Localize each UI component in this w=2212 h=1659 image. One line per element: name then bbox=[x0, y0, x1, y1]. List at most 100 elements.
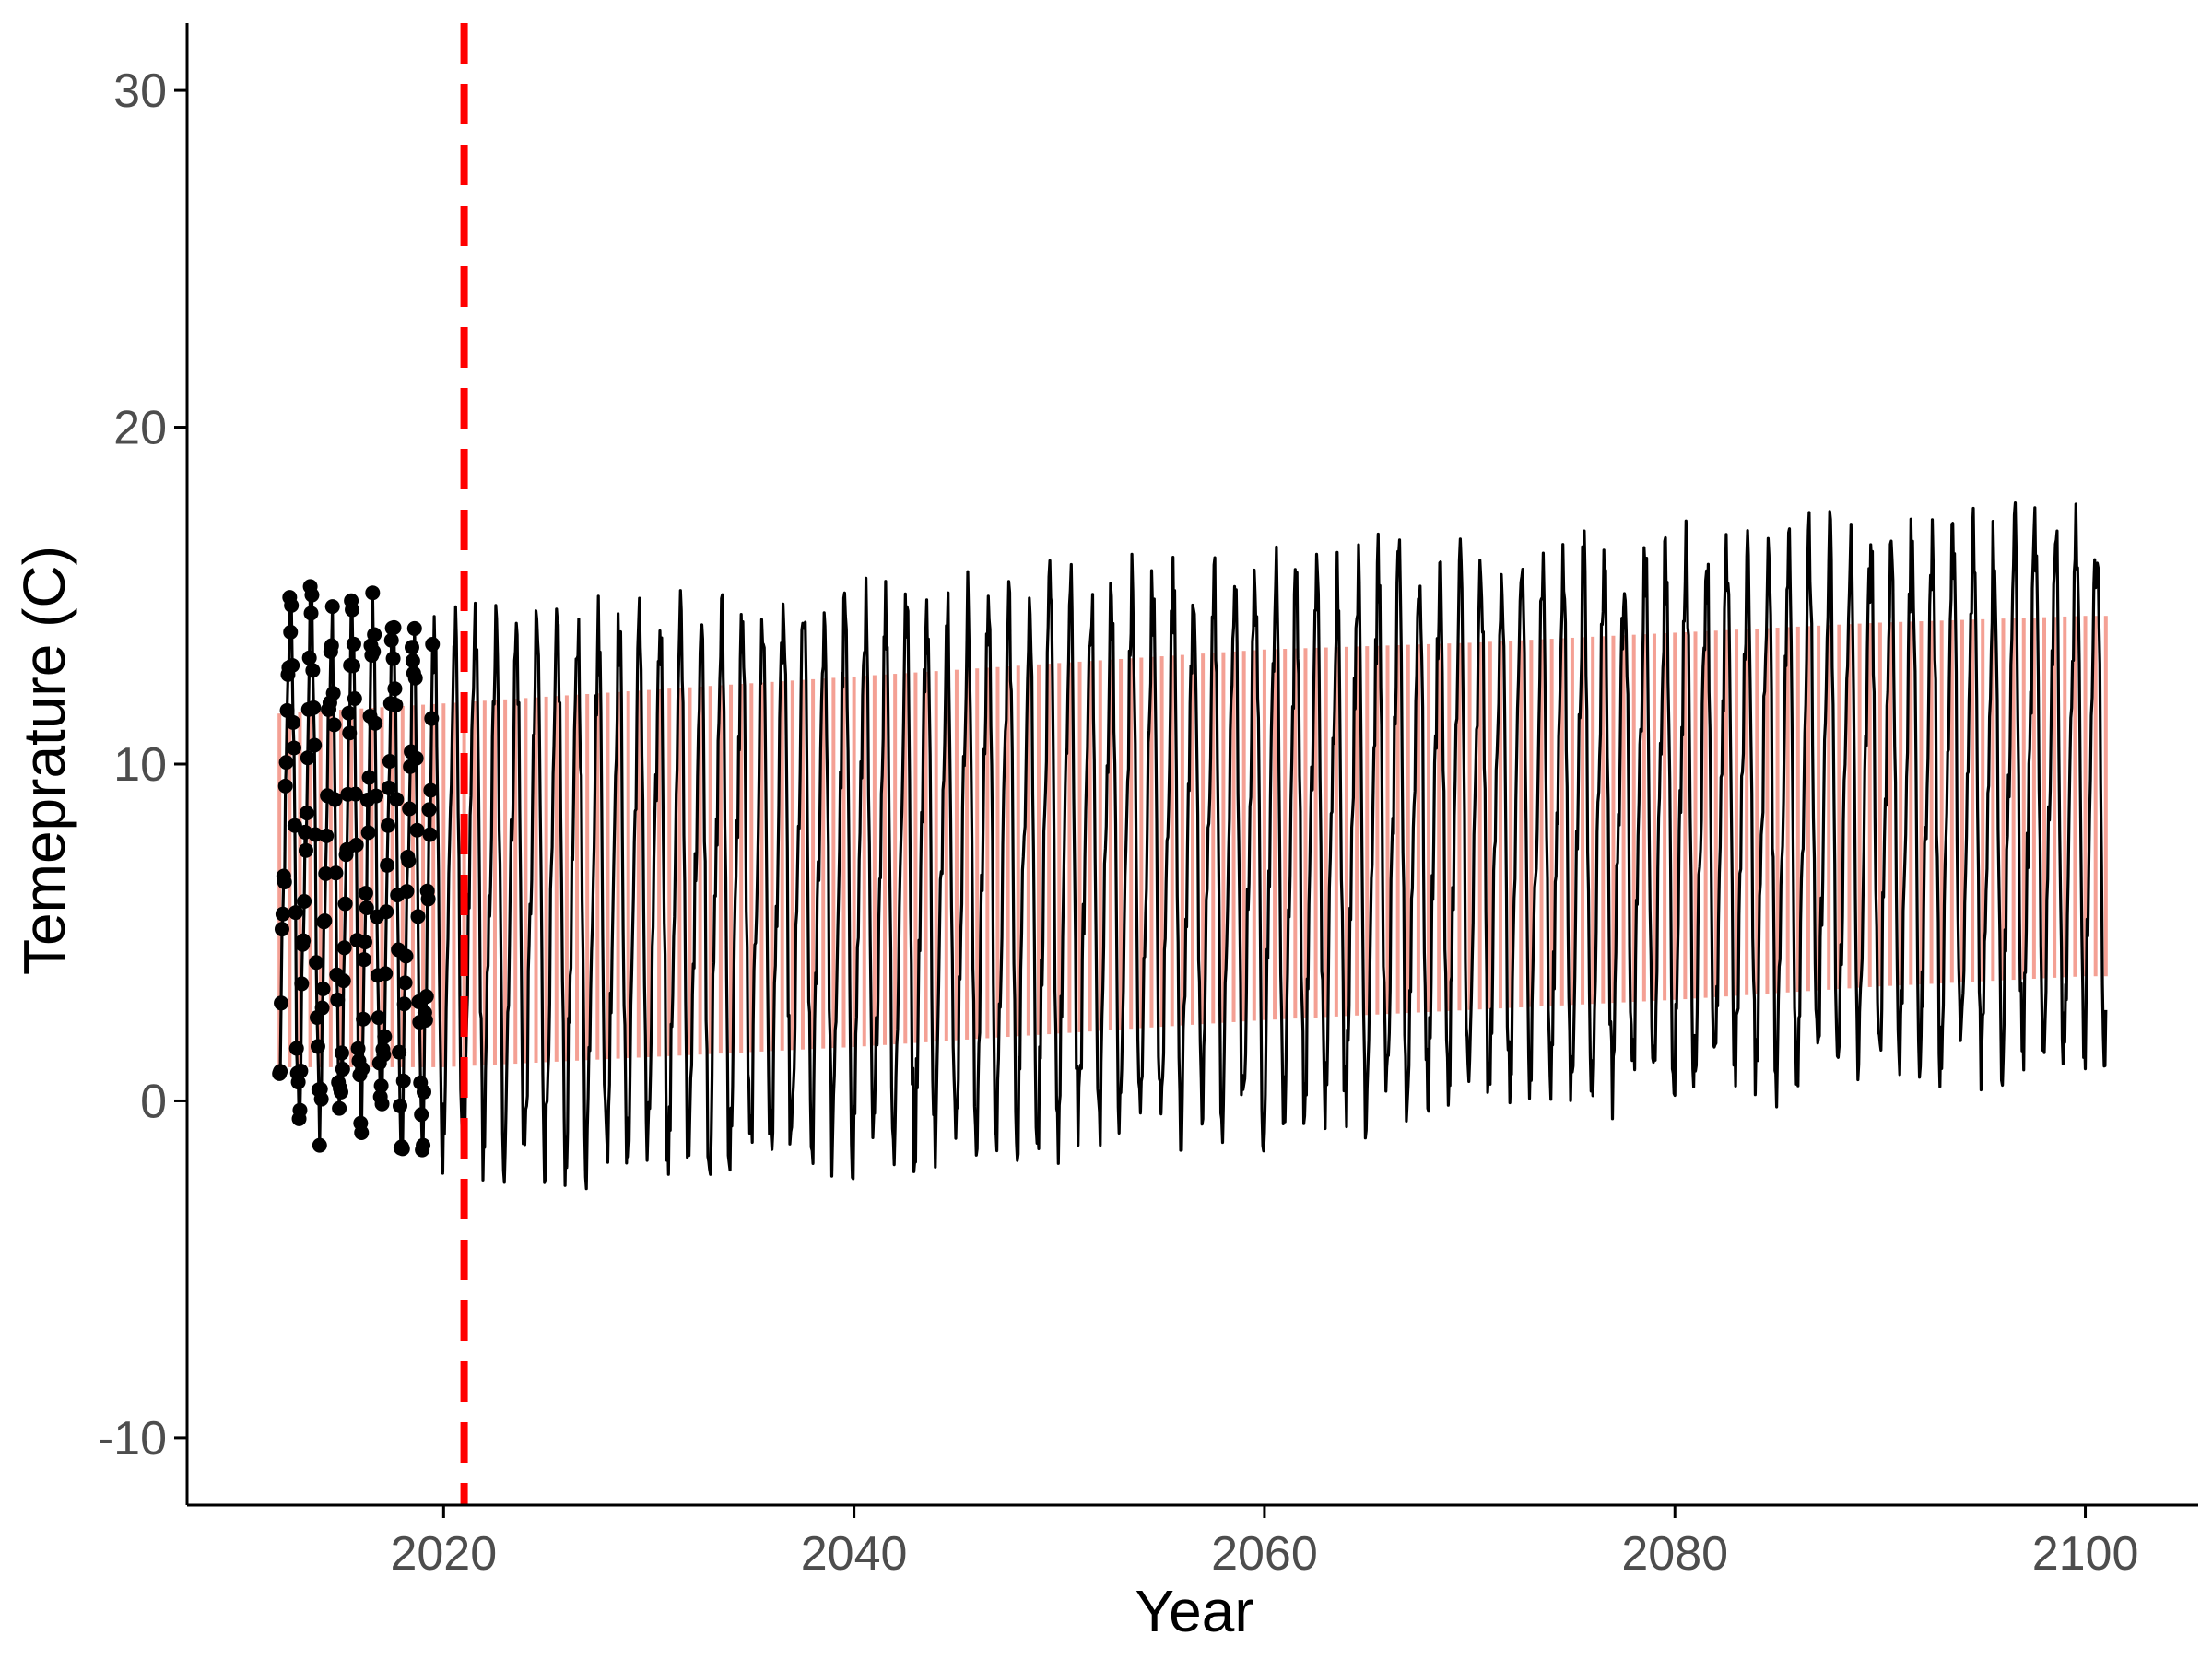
band-segment bbox=[1703, 630, 1708, 998]
band-segment bbox=[1201, 653, 1206, 1025]
band-segment bbox=[1498, 641, 1502, 1009]
band-segment bbox=[288, 712, 292, 1067]
observed-point bbox=[341, 705, 357, 721]
band-segment bbox=[1611, 635, 1616, 1004]
band-segment bbox=[606, 692, 610, 1060]
band-segment bbox=[2083, 616, 2088, 977]
band-segment bbox=[492, 700, 497, 1065]
band-segment bbox=[1427, 643, 1431, 1012]
observed-point bbox=[312, 1137, 327, 1153]
band-segment bbox=[1693, 631, 1698, 999]
observed-point bbox=[409, 822, 425, 838]
observed-point bbox=[296, 933, 312, 948]
band-segment bbox=[564, 695, 569, 1062]
series-line bbox=[277, 501, 2108, 1191]
band-segment bbox=[759, 682, 764, 1052]
band-segment bbox=[1888, 622, 1893, 986]
observed-point bbox=[290, 1075, 306, 1090]
observed-point bbox=[327, 792, 343, 807]
band-segment bbox=[554, 696, 559, 1062]
band-segment bbox=[1221, 652, 1226, 1023]
band-segment bbox=[903, 673, 908, 1044]
observed-point bbox=[365, 585, 381, 601]
band-segment bbox=[698, 686, 702, 1055]
x-tick-label: 2080 bbox=[1621, 1527, 1728, 1581]
observed-point bbox=[358, 886, 373, 901]
band-segment bbox=[1971, 619, 1975, 982]
observed-point bbox=[418, 989, 434, 1005]
band-segment bbox=[708, 686, 712, 1054]
band-segment bbox=[452, 702, 456, 1067]
x-axis-title: Year bbox=[1135, 1578, 1253, 1644]
band-segment bbox=[472, 701, 477, 1066]
observed-point bbox=[326, 717, 342, 733]
observed-point bbox=[416, 1084, 431, 1100]
observed-point bbox=[392, 1044, 407, 1060]
band-segment bbox=[1026, 665, 1030, 1036]
band-segment bbox=[1601, 636, 1606, 1004]
band-segment bbox=[328, 710, 333, 1067]
band-segment bbox=[1806, 626, 1810, 992]
y-tick-label: 20 bbox=[113, 402, 167, 455]
observed-point bbox=[385, 651, 401, 666]
observed-point bbox=[360, 825, 376, 841]
band-segment bbox=[1241, 651, 1246, 1022]
y-ticks: -10 0 10 20 30 bbox=[98, 65, 187, 1465]
band-segment bbox=[1581, 637, 1585, 1005]
band-segment bbox=[995, 666, 1000, 1038]
observed-point bbox=[288, 905, 303, 921]
band-segment bbox=[1077, 661, 1082, 1032]
band-segment bbox=[1621, 635, 1626, 1003]
observed-point bbox=[284, 597, 300, 613]
band-segment bbox=[1559, 638, 1564, 1006]
observed-point bbox=[334, 1045, 349, 1061]
band-segment bbox=[1509, 641, 1513, 1008]
band-segment bbox=[1641, 634, 1646, 1002]
observed-point bbox=[369, 788, 384, 804]
observed-point bbox=[346, 636, 361, 652]
observed-point bbox=[310, 1039, 325, 1054]
band-segment bbox=[616, 691, 620, 1059]
observed-point bbox=[401, 853, 417, 869]
band-segment bbox=[872, 675, 877, 1046]
band-segment bbox=[1108, 659, 1112, 1030]
y-tick-label: 0 bbox=[140, 1075, 167, 1128]
y-axis-title: Temeprature (C) bbox=[11, 546, 77, 975]
observed-point bbox=[335, 973, 351, 989]
observed-point bbox=[404, 640, 419, 655]
observed-point bbox=[307, 737, 323, 753]
band-segment bbox=[1191, 653, 1194, 1025]
band-segment bbox=[1673, 632, 1677, 1000]
band-segment bbox=[1324, 647, 1328, 1018]
band-segment bbox=[503, 699, 508, 1065]
observed-point bbox=[306, 700, 322, 715]
band-segment bbox=[431, 703, 436, 1067]
band-segment bbox=[1406, 644, 1410, 1014]
x-ticks: 2020 2040 2060 2080 2100 bbox=[390, 1505, 2138, 1581]
observed-point bbox=[410, 909, 426, 924]
band-segment bbox=[965, 668, 970, 1040]
observed-point bbox=[383, 632, 399, 648]
band-segment bbox=[1334, 647, 1338, 1017]
observed-point bbox=[367, 627, 382, 642]
band-segment bbox=[1775, 627, 1780, 994]
band-segment bbox=[524, 698, 528, 1064]
band-segment bbox=[667, 688, 672, 1056]
band-segment bbox=[2021, 618, 2026, 980]
band-segment bbox=[811, 678, 816, 1050]
band-segment bbox=[338, 710, 343, 1067]
band-segment bbox=[2063, 616, 2067, 978]
band-segment bbox=[913, 672, 918, 1043]
observed-point bbox=[273, 1064, 288, 1079]
observed-point bbox=[379, 904, 394, 920]
observed-point bbox=[286, 740, 301, 756]
observed-point bbox=[277, 778, 293, 794]
band-segment bbox=[513, 699, 518, 1065]
observed-point bbox=[314, 1000, 330, 1016]
band-segment bbox=[1231, 651, 1236, 1022]
band-segment bbox=[298, 712, 302, 1067]
band-segment bbox=[1447, 643, 1452, 1011]
observed-point bbox=[414, 1107, 429, 1123]
band-segment bbox=[1570, 637, 1574, 1006]
observed-point bbox=[299, 806, 314, 821]
